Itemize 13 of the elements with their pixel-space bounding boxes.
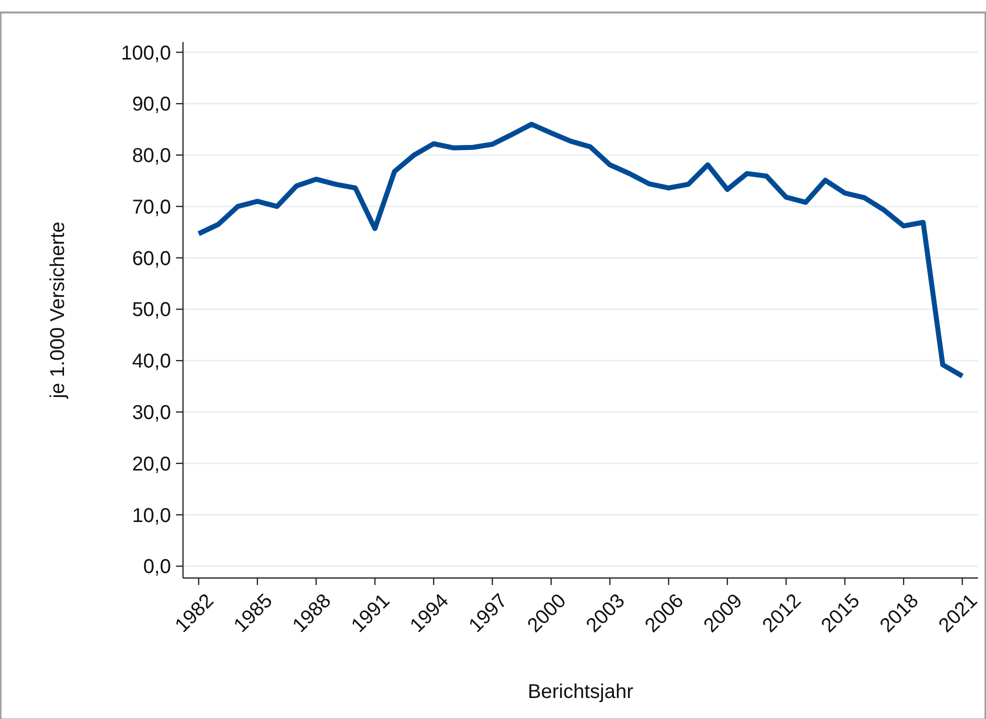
y-axis-title: je 1.000 Versicherte bbox=[47, 222, 69, 400]
y-tick-label: 100,0 bbox=[120, 42, 171, 64]
y-tick-label: 70,0 bbox=[132, 196, 171, 218]
y-tick-label: 20,0 bbox=[132, 453, 171, 476]
y-tick-label: 80,0 bbox=[132, 145, 171, 168]
y-tick-label: 90,0 bbox=[132, 94, 171, 116]
y-tick-label: 10,0 bbox=[132, 504, 171, 527]
x-axis-title: Berichtsjahr bbox=[528, 681, 634, 703]
y-tick-label: 30,0 bbox=[132, 402, 171, 424]
y-tick-label: 0,0 bbox=[143, 556, 171, 578]
y-tick-label: 40,0 bbox=[132, 350, 171, 373]
y-tick-label: 60,0 bbox=[132, 248, 171, 270]
y-tick-label: 50,0 bbox=[132, 299, 171, 322]
